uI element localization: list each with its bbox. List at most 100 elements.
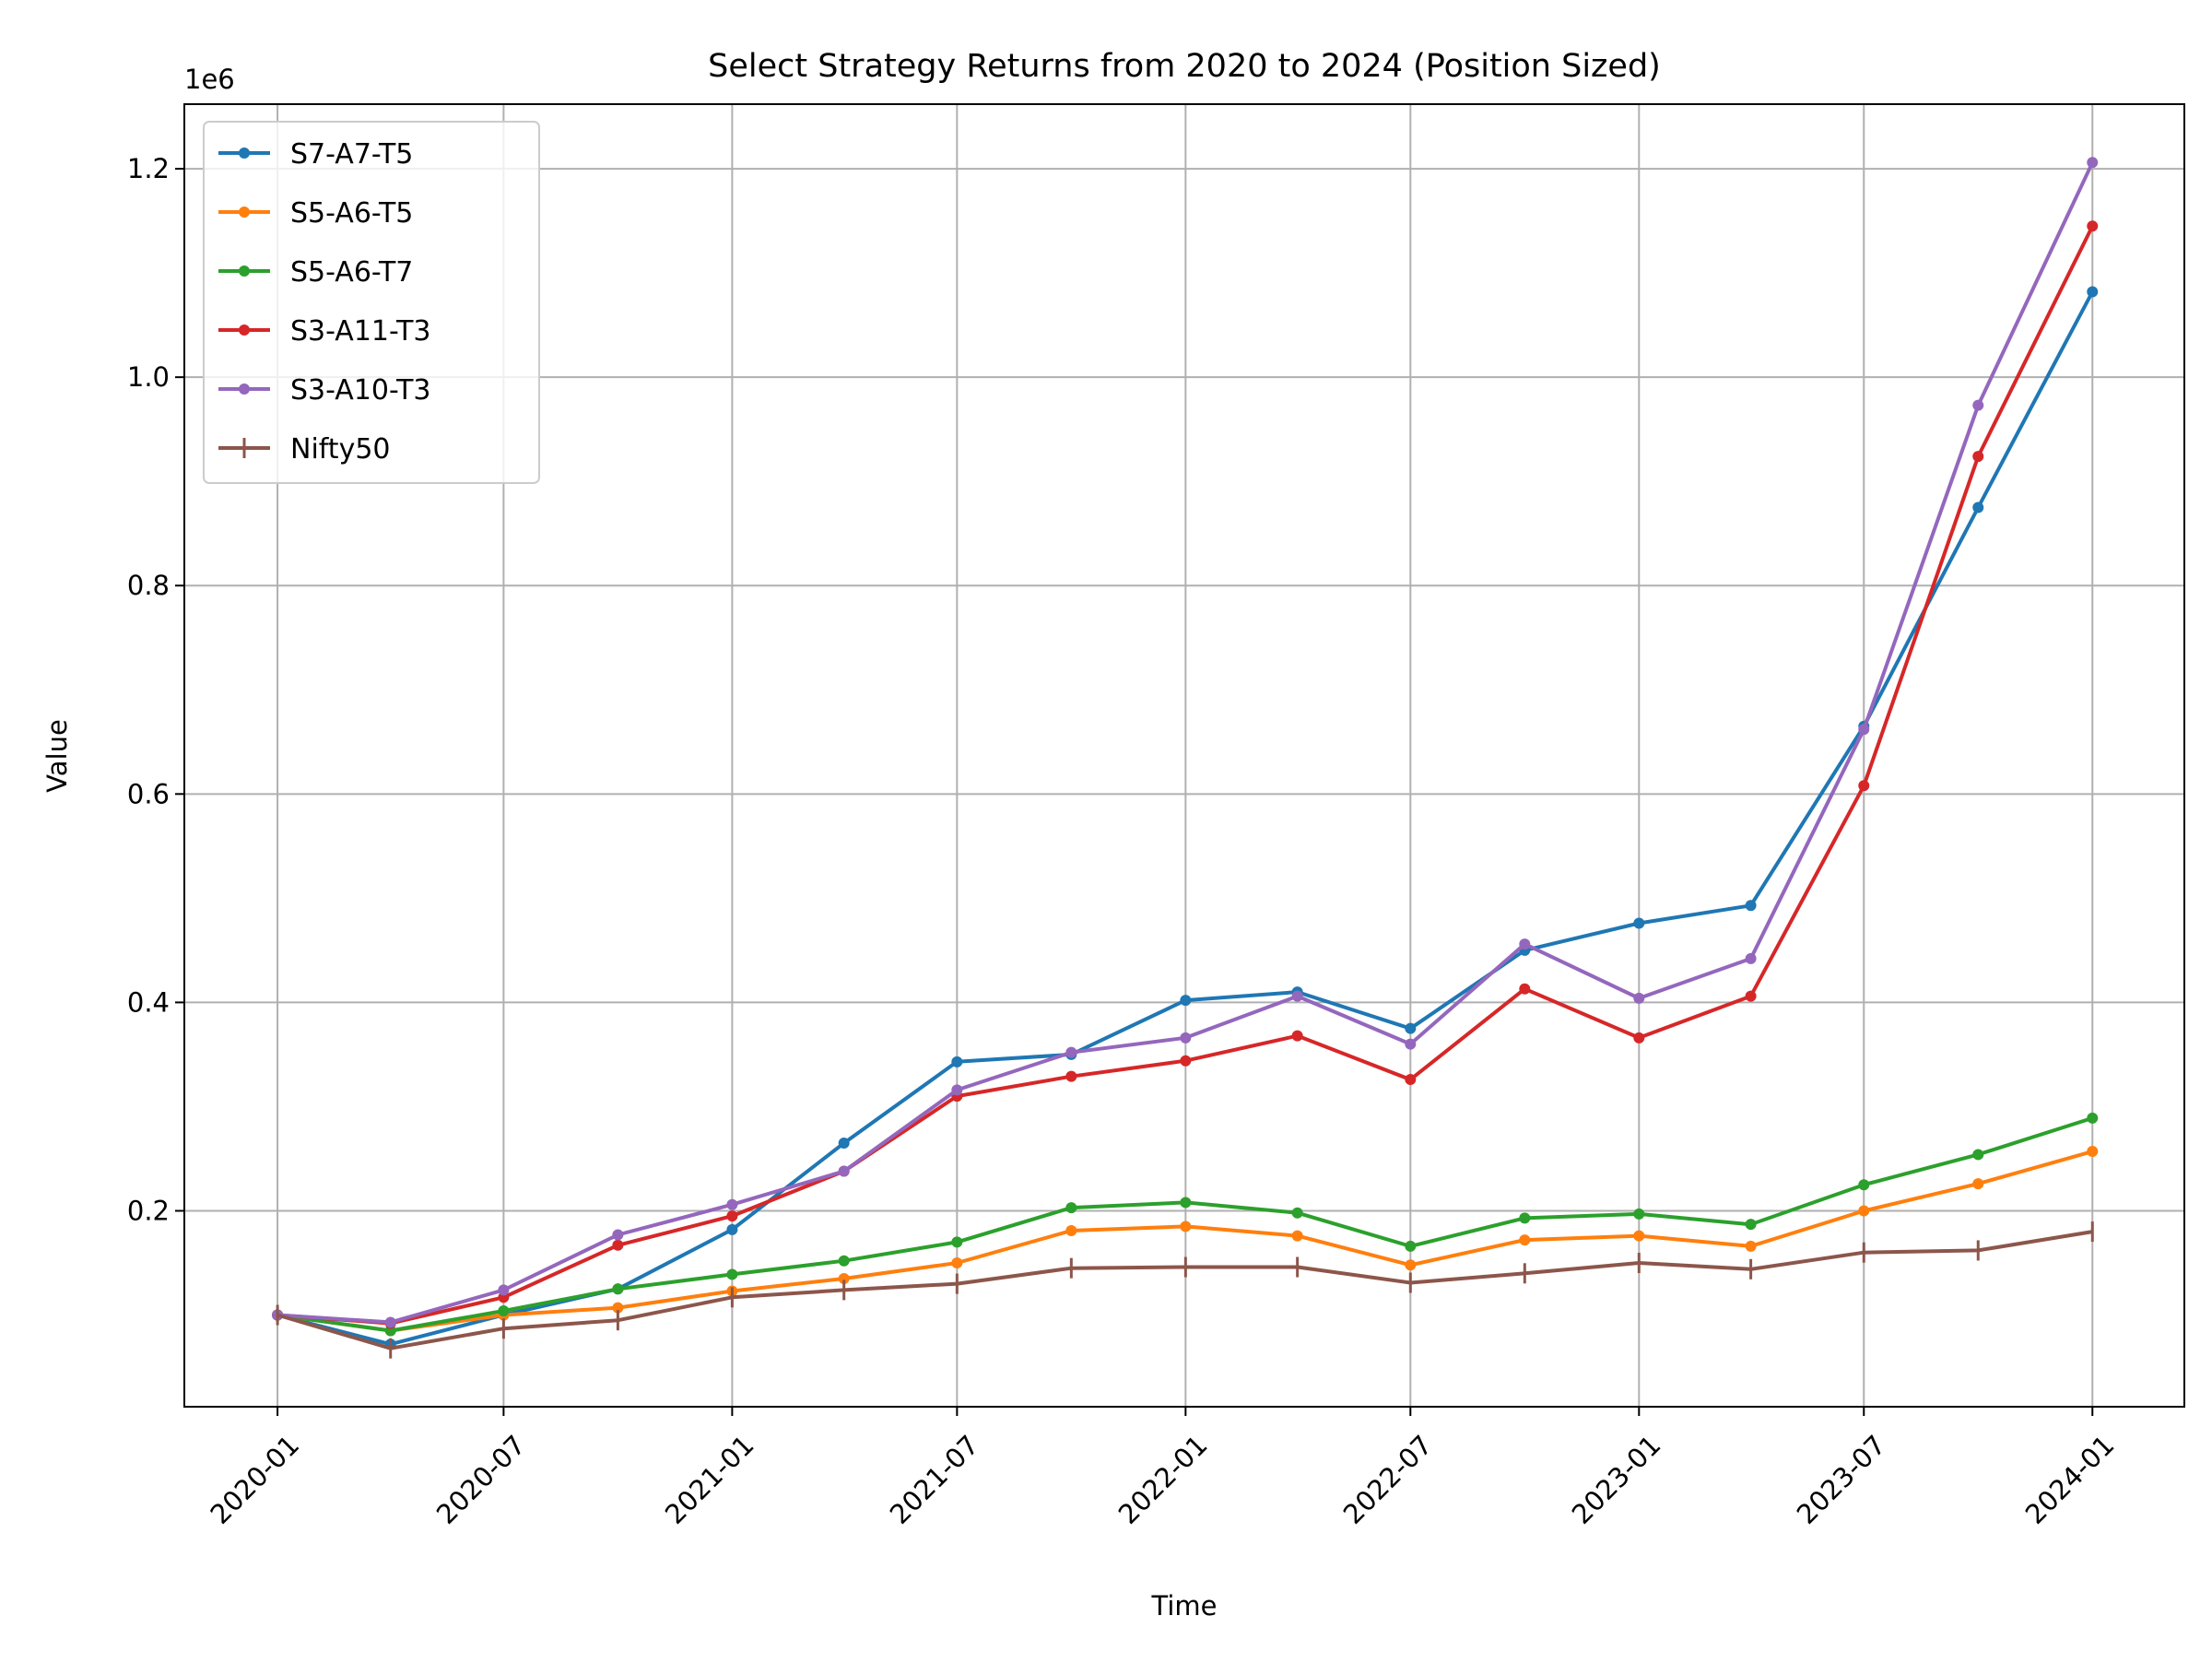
data-point: [1858, 724, 1870, 736]
data-point: [2087, 1146, 2099, 1158]
data-point: [1633, 1032, 1645, 1044]
y-axis-label: Value: [41, 719, 73, 793]
y-axis: 0.2 0.4 0.6 0.8 1.0 1.2: [127, 153, 184, 1226]
y-tick-label: 1.0: [127, 361, 170, 393]
data-point: [384, 1316, 396, 1328]
data-point: [1633, 917, 1645, 929]
data-point: [1745, 1240, 1757, 1252]
y-tick-label: 0.8: [127, 570, 170, 601]
legend-item: Nifty50: [218, 433, 391, 466]
data-point: [1405, 1074, 1417, 1086]
data-point: [726, 1223, 738, 1235]
data-point: [2087, 1112, 2099, 1124]
series-s3-a10-t3: [272, 157, 2099, 1328]
legend-label: S7-A7-T5: [290, 138, 413, 171]
data-point: [726, 1268, 738, 1280]
data-point: [838, 1165, 850, 1177]
data-point: [1065, 1070, 1077, 1082]
data-point: [1180, 1032, 1192, 1044]
series-s3-a11-t3: [272, 220, 2099, 1329]
data-point: [951, 1084, 963, 1096]
data-point: [2087, 220, 2099, 232]
data-point: [1519, 938, 1531, 950]
legend-swatch-marker: [239, 147, 250, 159]
legend-label: S3-A10-T3: [290, 374, 430, 407]
data-point: [612, 1239, 624, 1251]
series-nifty50: [276, 1221, 2094, 1359]
y-tick-label: 0.4: [127, 986, 170, 1018]
data-point: [726, 1198, 738, 1210]
legend-item: S5-A6-T5: [218, 197, 413, 230]
data-point: [951, 1056, 963, 1067]
data-point: [1065, 1224, 1077, 1236]
data-point: [838, 1255, 850, 1267]
data-point: [2087, 157, 2099, 169]
legend-item: S7-A7-T5: [218, 138, 413, 171]
legend-label: S3-A11-T3: [290, 315, 430, 348]
legend: S7-A7-T5 S5-A6-T5 S5-A6-T7 S3-A11-T3 S3-A10-…: [203, 121, 540, 484]
data-point: [612, 1229, 624, 1241]
data-point: [1633, 992, 1645, 1004]
legend-box: [203, 121, 540, 484]
legend-label: S5-A6-T5: [290, 197, 413, 230]
data-point: [1291, 1207, 1303, 1219]
data-point: [1405, 1259, 1417, 1271]
data-point: [1180, 1221, 1192, 1233]
data-point: [498, 1284, 510, 1296]
data-point: [726, 1210, 738, 1222]
legend-swatch-marker: [239, 206, 250, 218]
data-point: [1291, 1030, 1303, 1042]
y-axis-offset-label: 1e6: [184, 64, 235, 95]
data-point: [1972, 501, 1984, 513]
data-point: [1745, 990, 1757, 1002]
legend-label: S5-A6-T7: [290, 256, 413, 289]
data-point: [612, 1302, 624, 1314]
data-point: [1291, 990, 1303, 1002]
data-point: [1180, 1197, 1192, 1209]
data-point: [1405, 1240, 1417, 1252]
data-point: [838, 1138, 850, 1150]
data-point: [1180, 1055, 1192, 1067]
plot-area-frame: [183, 103, 2185, 1408]
legend-swatch-marker: [239, 383, 250, 395]
data-point: [1745, 952, 1757, 964]
data-point: [1065, 1202, 1077, 1214]
x-axis-label: Time: [1151, 1590, 1218, 1622]
data-point: [1519, 983, 1531, 995]
data-point: [1858, 780, 1870, 792]
data-point: [1745, 1219, 1757, 1231]
y-tick-label: 1.2: [127, 153, 170, 184]
data-point: [2087, 286, 2099, 298]
data-point: [1972, 451, 1984, 463]
data-point: [1519, 1212, 1531, 1224]
chart-title: Select Strategy Returns from 2020 to 202…: [708, 48, 1661, 85]
series-layer: [272, 157, 2099, 1359]
data-point: [1972, 399, 1984, 411]
data-point: [1745, 900, 1757, 912]
series-s5-a6-t7: [272, 1112, 2099, 1337]
data-point: [1858, 1205, 1870, 1217]
data-point: [1972, 1178, 1984, 1190]
y-tick-label: 0.6: [127, 778, 170, 809]
data-point: [1633, 1230, 1645, 1242]
data-point: [951, 1257, 963, 1269]
data-point: [612, 1283, 624, 1295]
legend-item: S3-A10-T3: [218, 374, 430, 407]
data-point: [1633, 1208, 1645, 1220]
data-point: [1972, 1149, 1984, 1161]
data-point: [1858, 1179, 1870, 1191]
data-point: [951, 1236, 963, 1248]
data-point: [1291, 1230, 1303, 1242]
data-point: [838, 1272, 850, 1284]
data-point: [1405, 1022, 1417, 1034]
legend-item: S5-A6-T7: [218, 256, 413, 289]
data-point: [498, 1305, 510, 1317]
legend-item: S3-A11-T3: [218, 315, 430, 348]
legend-label: Nifty50: [290, 433, 391, 466]
data-point: [1519, 1234, 1531, 1246]
y-tick-label: 0.2: [127, 1195, 170, 1226]
data-point: [1180, 995, 1192, 1007]
data-point: [1405, 1038, 1417, 1050]
